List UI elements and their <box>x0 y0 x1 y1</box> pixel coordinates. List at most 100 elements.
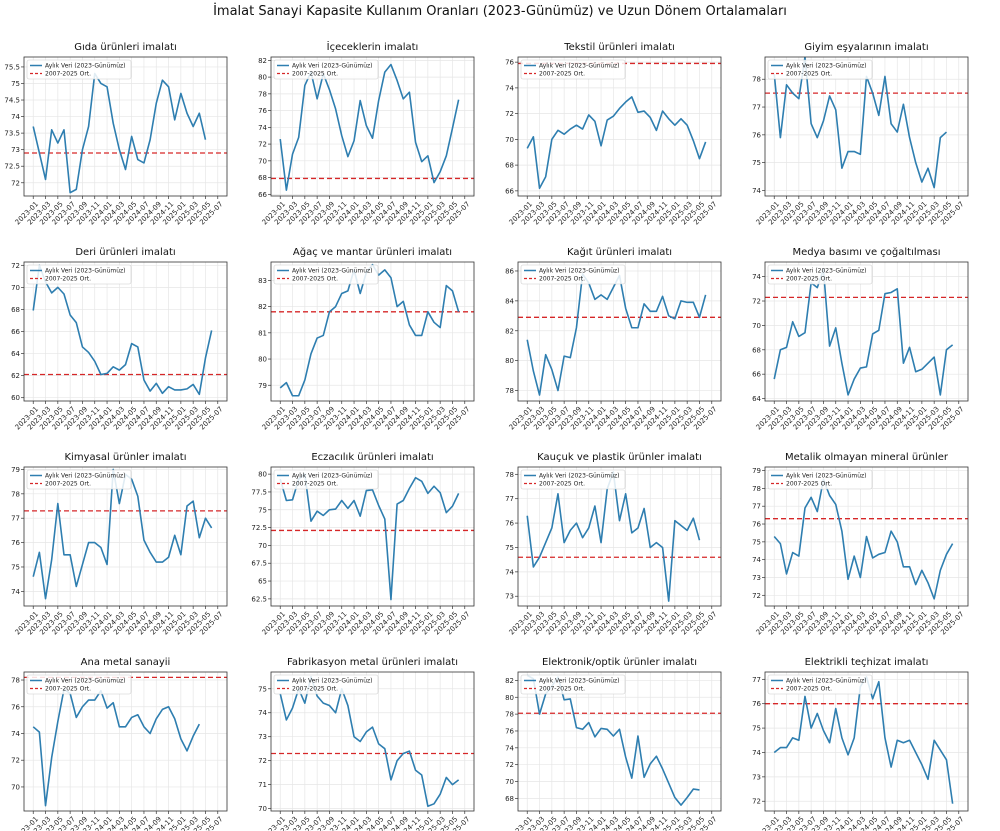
legend-series-label: Aylık Veri (2023-Günümüz) <box>786 678 867 685</box>
y-tick-label: 77 <box>752 503 761 511</box>
y-tick-label: 72 <box>258 141 267 149</box>
legend-box <box>767 59 873 80</box>
legend-box <box>273 674 379 695</box>
axes-frame <box>764 56 969 197</box>
y-tick-label: 75 <box>258 685 267 693</box>
legend-reference-label: 2007-2025 Ort. <box>292 686 338 693</box>
legend: Aylık Veri (2023-Günümüz)2007-2025 Ort. <box>26 469 132 490</box>
figure-title: İmalat Sanayi Kapasite Kullanım Oranları… <box>213 4 787 19</box>
y-tick-label: 78 <box>11 490 20 498</box>
legend-reference-label: 2007-2025 Ort. <box>539 481 585 488</box>
y-tick-label: 75.5 <box>4 63 20 71</box>
y-tick-label: 74 <box>258 124 267 132</box>
y-tick-label: 74 <box>11 588 20 596</box>
y-tick-label: 73 <box>752 574 761 582</box>
chart-panel-11: Kauçuk ve plastik ürünler imalatı2023-01… <box>505 452 722 636</box>
chart-panel-15: Elektronik/optik ürünler imalatı2023-012… <box>505 657 722 831</box>
y-tick-label: 72 <box>505 110 514 118</box>
y-tick-label: 72.5 <box>251 524 267 532</box>
chart-title: Metalik olmayan mineral ürünler <box>785 452 949 463</box>
y-tick-label: 65 <box>258 578 267 586</box>
y-tick-label: 76 <box>752 700 761 708</box>
chart-title: Kauçuk ve plastik ürünler imalatı <box>537 452 702 463</box>
y-tick-label: 70 <box>752 322 761 330</box>
y-tick-label: 73.5 <box>4 130 20 138</box>
legend-series-label: Aylık Veri (2023-Günümüz) <box>45 678 126 685</box>
chart-panel-13: Ana metal sanayii2023-012023-032023-0520… <box>11 657 228 831</box>
legend: Aylık Veri (2023-Günümüz)2007-2025 Ort. <box>26 59 132 80</box>
y-tick-label: 66 <box>752 371 761 379</box>
y-tick-label: 80 <box>258 74 267 82</box>
legend-reference-label: 2007-2025 Ort. <box>786 481 832 488</box>
y-tick-label: 73 <box>258 733 267 741</box>
legend-series-label: Aylık Veri (2023-Günümüz) <box>786 473 867 480</box>
y-tick-label: 82 <box>505 327 514 335</box>
y-tick-label: 75 <box>752 725 761 733</box>
y-tick-label: 77.5 <box>251 488 267 496</box>
y-tick-label: 70 <box>505 136 514 144</box>
y-tick-label: 74 <box>11 730 20 738</box>
y-tick-label: 82 <box>505 677 514 685</box>
legend-series-label: Aylık Veri (2023-Günümüz) <box>292 473 373 480</box>
legend-series-label: Aylık Veri (2023-Günümüz) <box>786 63 867 70</box>
legend-series-label: Aylık Veri (2023-Günümüz) <box>45 63 126 70</box>
y-tick-label: 78 <box>11 677 20 685</box>
y-tick-label: 66 <box>505 187 514 195</box>
y-tick-label: 83 <box>258 277 267 285</box>
y-tick-label: 78 <box>752 76 761 84</box>
legend: Aylık Veri (2023-Günümüz)2007-2025 Ort. <box>520 469 626 490</box>
legend: Aylık Veri (2023-Günümüz)2007-2025 Ort. <box>273 674 379 695</box>
y-tick-label: 80 <box>505 357 514 365</box>
chart-title: Elektronik/optik ürünler imalatı <box>542 657 697 668</box>
chart-title: Fabrikasyon metal ürünleri imalatı <box>287 657 458 668</box>
legend-series-label: Aylık Veri (2023-Günümüz) <box>45 268 126 275</box>
axes-frame <box>270 56 475 197</box>
y-tick-label: 77 <box>752 676 761 684</box>
y-tick-label: 76 <box>258 107 267 115</box>
chart-title: Giyim eşyalarının imalatı <box>804 42 928 53</box>
legend-reference-label: 2007-2025 Ort. <box>786 686 832 693</box>
chart-panel-7: Kağıt ürünleri imalatı2023-012023-032023… <box>505 246 722 431</box>
y-tick-label: 74 <box>752 273 761 281</box>
y-tick-label: 76 <box>752 131 761 139</box>
y-tick-label: 74 <box>505 744 514 752</box>
y-tick-label: 81 <box>258 329 267 337</box>
series-line <box>279 675 460 808</box>
y-tick-label: 64 <box>752 395 761 403</box>
chart-title: Ağaç ve mantar ürünleri imalatı <box>293 246 452 258</box>
y-tick-label: 75 <box>258 506 267 514</box>
y-tick-label: 68 <box>752 346 761 354</box>
axes-frame <box>517 671 722 812</box>
legend: Aylık Veri (2023-Günümüz)2007-2025 Ort. <box>520 264 626 285</box>
series-line <box>773 478 954 600</box>
y-tick-label: 70 <box>11 783 20 791</box>
y-tick-label: 77 <box>505 495 514 503</box>
y-tick-label: 79 <box>258 382 267 390</box>
y-tick-label: 80 <box>258 356 267 364</box>
chart-title: Ana metal sanayii <box>81 657 171 668</box>
y-tick-label: 73 <box>11 146 20 154</box>
series-line <box>279 473 460 601</box>
legend-reference-label: 2007-2025 Ort. <box>786 71 832 78</box>
y-tick-label: 73 <box>752 773 761 781</box>
y-tick-label: 68 <box>505 162 514 170</box>
legend-reference-label: 2007-2025 Ort. <box>292 481 338 488</box>
chart-title: Kimyasal ürünler imalatı <box>64 452 186 463</box>
legend-reference-label: 2007-2025 Ort. <box>786 276 832 283</box>
axes-frame <box>764 261 969 402</box>
legend-series-label: Aylık Veri (2023-Günümüz) <box>539 63 620 70</box>
y-tick-label: 76 <box>505 59 514 67</box>
chart-title: Kağıt ürünleri imalatı <box>567 246 672 258</box>
series-line <box>32 688 201 807</box>
legend-reference-label: 2007-2025 Ort. <box>45 686 91 693</box>
legend: Aylık Veri (2023-Günümüz)2007-2025 Ort. <box>767 264 873 285</box>
legend: Aylık Veri (2023-Günümüz)2007-2025 Ort. <box>273 469 379 490</box>
chart-panel-10: Eczacılık ürünleri imalatı2023-012023-03… <box>251 452 475 636</box>
legend-reference-label: 2007-2025 Ort. <box>45 71 91 78</box>
legend-box <box>767 469 873 490</box>
y-tick-label: 76 <box>11 539 20 547</box>
y-tick-label: 72 <box>11 262 20 270</box>
y-tick-label: 76 <box>11 703 20 711</box>
y-tick-label: 78 <box>505 387 514 395</box>
